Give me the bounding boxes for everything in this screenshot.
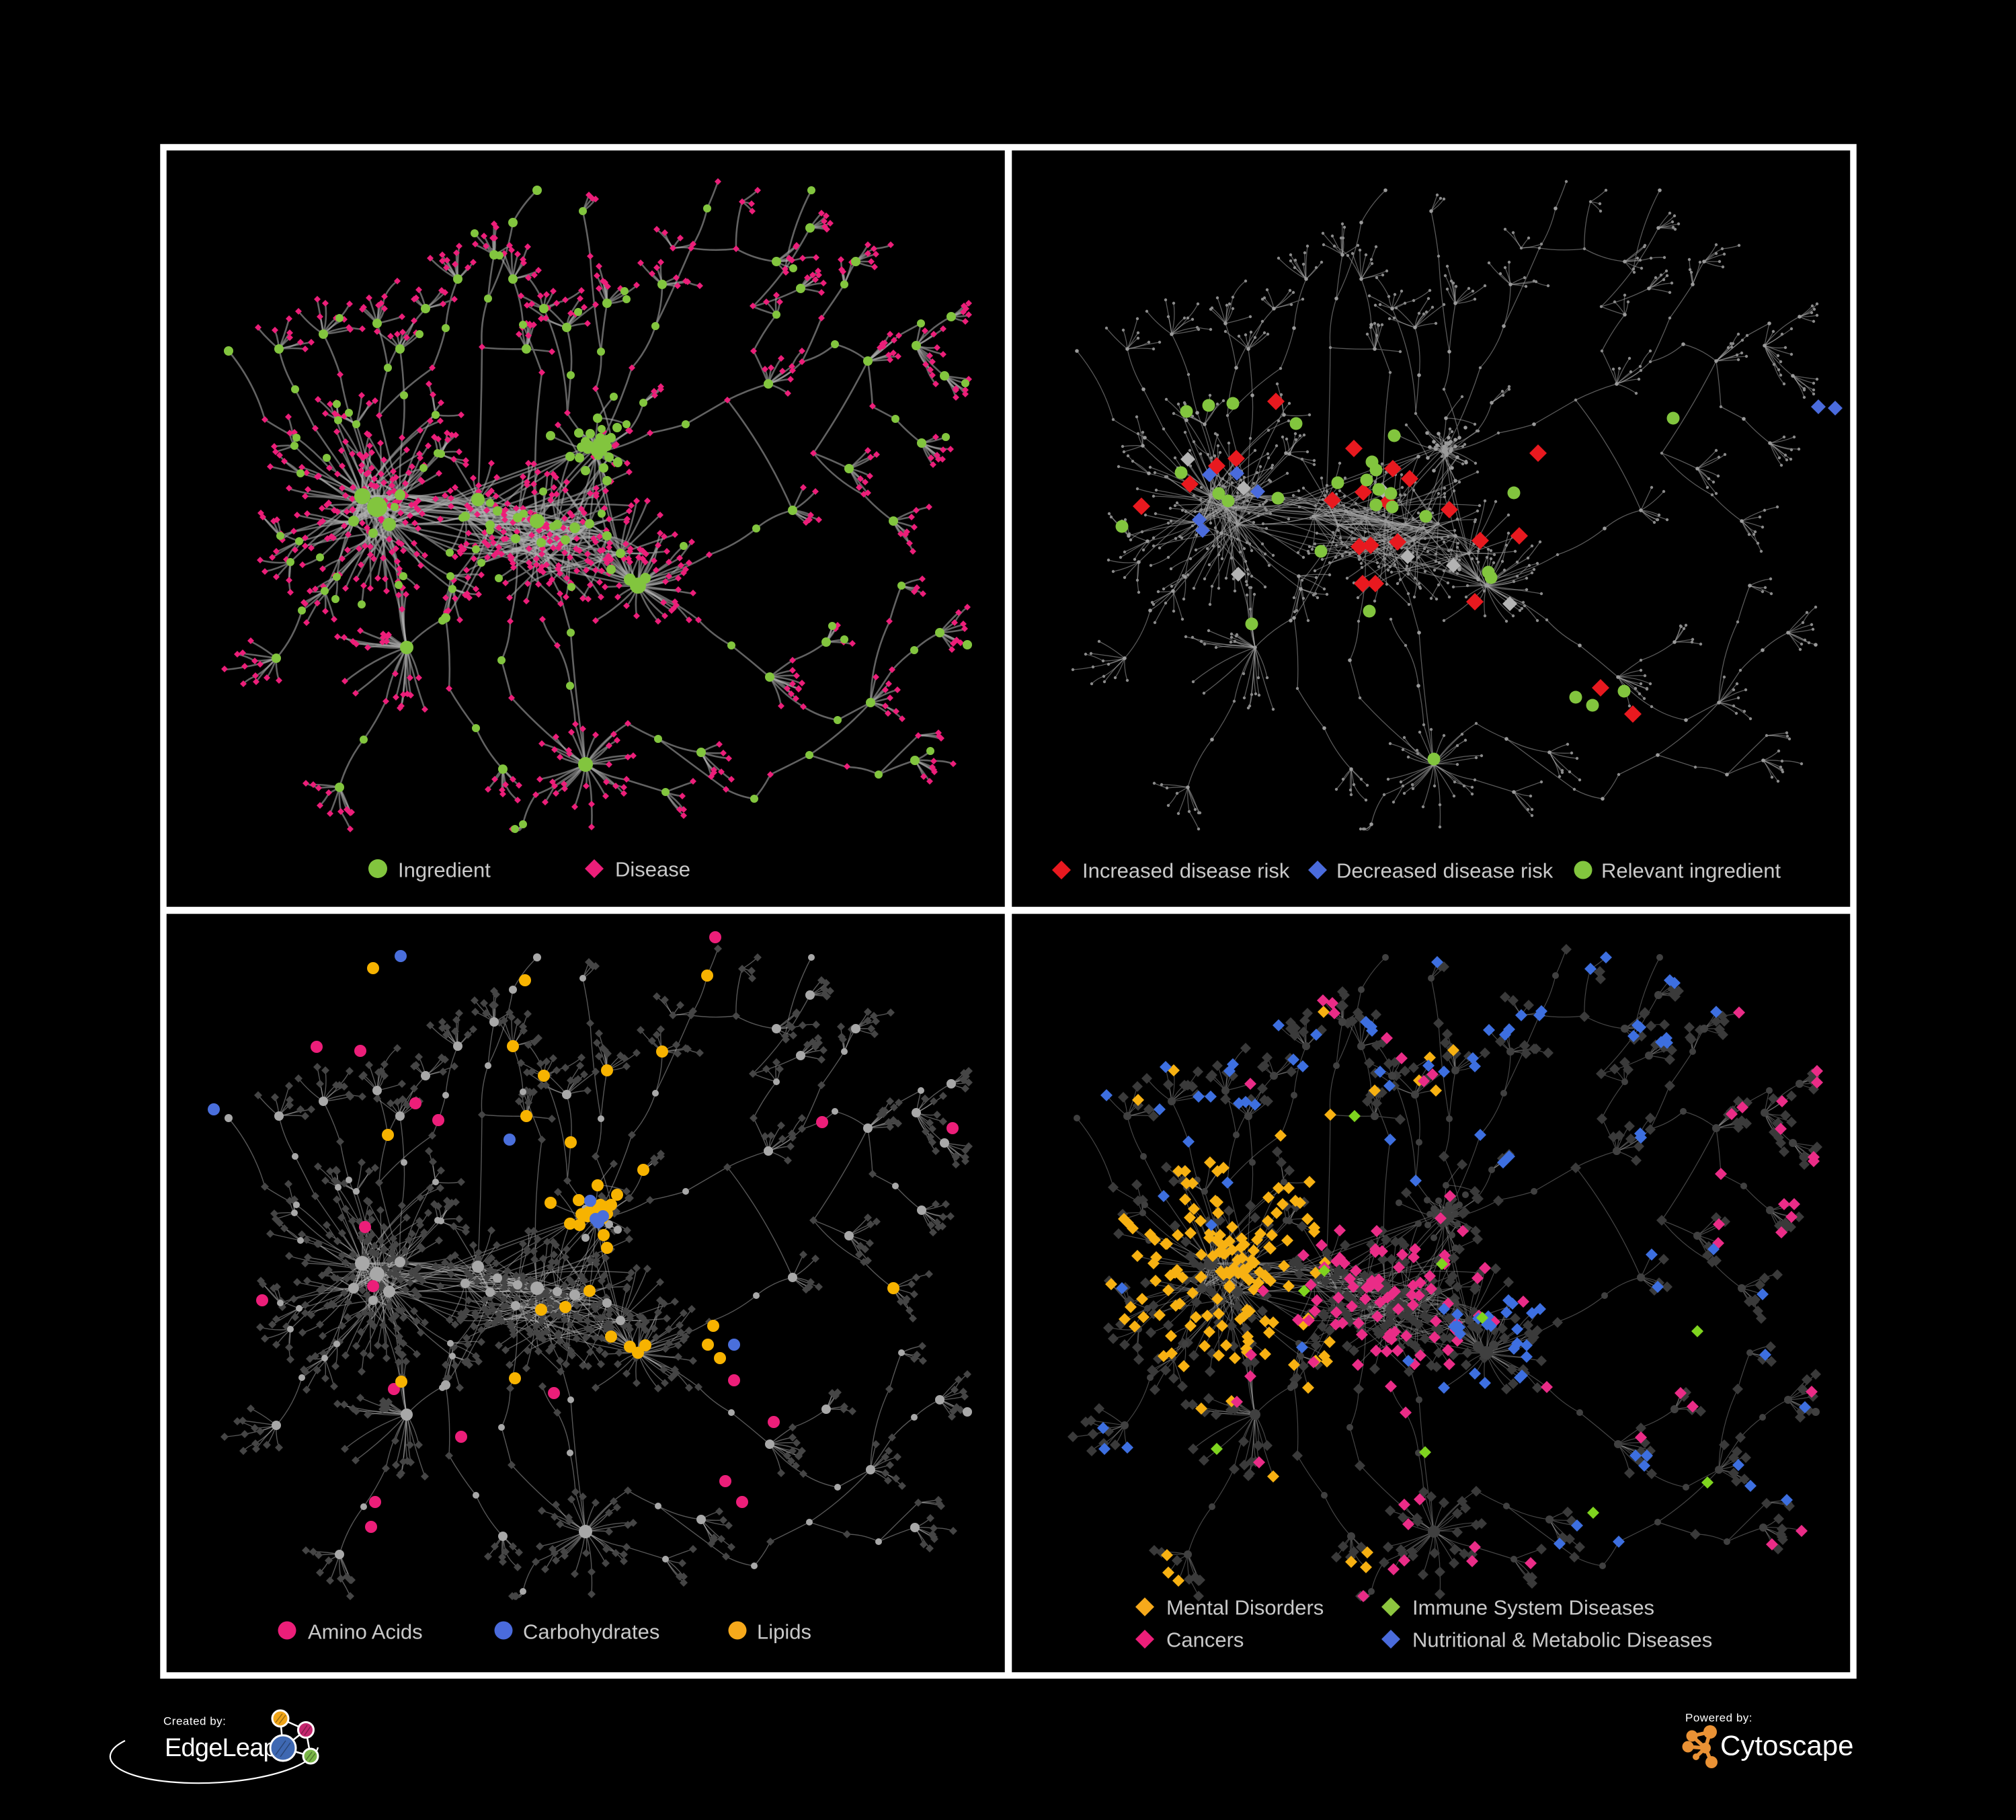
svg-text:Ingredient: Ingredient <box>398 859 491 882</box>
svg-text:Powered by:: Powered by: <box>1685 1712 1752 1725</box>
svg-text:Created by:: Created by: <box>163 1715 226 1728</box>
svg-text:Amino Acids: Amino Acids <box>308 1620 423 1644</box>
svg-text:Lipids: Lipids <box>757 1620 811 1644</box>
svg-text:Immune System Diseases: Immune System Diseases <box>1412 1596 1654 1620</box>
svg-text:EdgeLeap: EdgeLeap <box>165 1734 277 1762</box>
svg-text:Disease: Disease <box>615 858 690 881</box>
svg-text:Relevant ingredient: Relevant ingredient <box>1601 859 1781 883</box>
svg-text:Cancers: Cancers <box>1166 1628 1244 1652</box>
svg-text:Cytoscape: Cytoscape <box>1720 1730 1853 1762</box>
svg-text:Mental Disorders: Mental Disorders <box>1166 1596 1324 1620</box>
svg-text:Increased disease risk: Increased disease risk <box>1082 859 1290 883</box>
svg-text:Carbohydrates: Carbohydrates <box>523 1620 659 1644</box>
svg-text:Decreased disease risk: Decreased disease risk <box>1336 859 1554 883</box>
svg-text:Nutritional & Metabolic Diseas: Nutritional & Metabolic Diseases <box>1412 1628 1712 1652</box>
